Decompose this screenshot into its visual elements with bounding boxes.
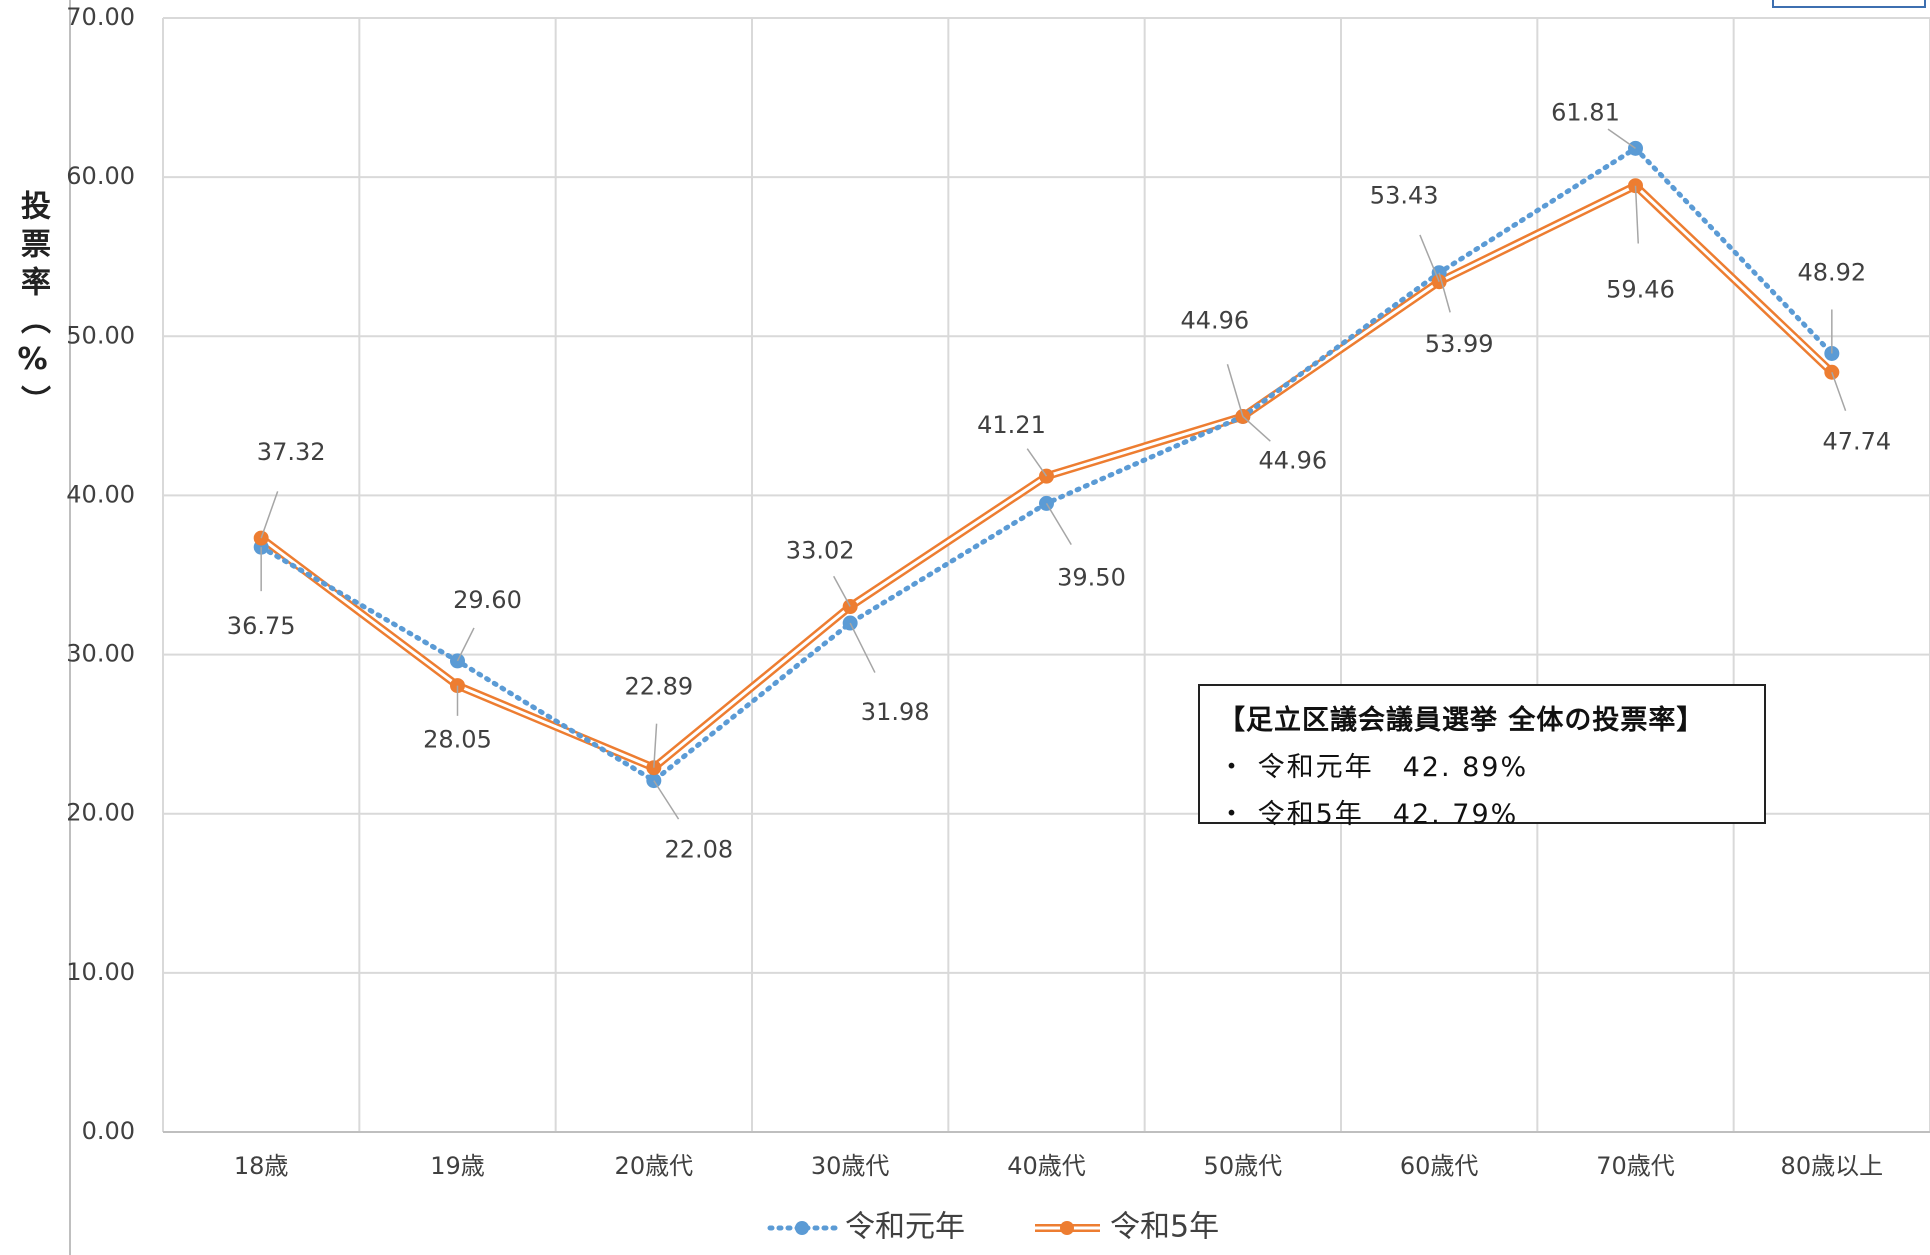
data-label-reiwa-5: 22.89 xyxy=(624,673,693,701)
x-tick-label: 60歳代 xyxy=(1400,1152,1479,1180)
data-label-reiwa-5: 28.05 xyxy=(423,726,492,754)
x-tick-label: 50歳代 xyxy=(1204,1152,1283,1180)
y-tick-label: 50.00 xyxy=(66,321,135,349)
leader-line-reiwa-gannen xyxy=(1242,415,1271,442)
legend-marker-reiwa-5 xyxy=(1060,1221,1074,1235)
leader-line-reiwa-gannen xyxy=(849,622,876,673)
x-tick-label: 80歳以上 xyxy=(1781,1152,1884,1180)
y-tick-label: 60.00 xyxy=(66,162,135,190)
data-label-reiwa-gannen: 31.98 xyxy=(861,698,930,726)
leader-line-reiwa-5 xyxy=(260,491,279,539)
leader-line-reiwa-gannen xyxy=(653,780,680,820)
y-tick-label: 0.00 xyxy=(82,1117,135,1145)
leader-line-reiwa-5 xyxy=(1831,371,1847,412)
leader-line-reiwa-5 xyxy=(653,723,658,768)
data-label-reiwa-5: 41.21 xyxy=(977,411,1046,439)
y-tick-label: 20.00 xyxy=(66,799,135,827)
x-tick-label: 19歳 xyxy=(430,1152,485,1180)
y-tick-label: 40.00 xyxy=(66,480,135,508)
y-axis-label: 投票率（%） xyxy=(15,190,50,423)
x-tick-label: 40歳代 xyxy=(1007,1152,1086,1180)
legend-marker-reiwa-gannen xyxy=(795,1221,809,1235)
leader-line-reiwa-gannen xyxy=(1438,272,1451,313)
y-tick-label: 30.00 xyxy=(66,640,135,668)
data-label-reiwa-gannen: 29.60 xyxy=(453,586,522,614)
legend-label-reiwa-5: 令和5年 xyxy=(1110,1210,1219,1245)
leader-line-reiwa-5 xyxy=(1226,364,1244,417)
turnout-summary-box: 【足立区議会議員選挙 全体の投票率】 ・ 令和元年 42. 89% ・ 令和5年… xyxy=(1198,684,1766,830)
data-label-reiwa-5: 37.32 xyxy=(257,438,326,466)
x-tick-label: 30歳代 xyxy=(811,1152,890,1180)
summary-title: 【足立区議会議員選挙 全体の投票率】 xyxy=(1218,705,1705,736)
data-label-reiwa-gannen: 22.08 xyxy=(664,836,733,864)
data-label-reiwa-gannen: 36.75 xyxy=(227,612,296,640)
y-tick-label: 70.00 xyxy=(66,3,135,31)
leader-line-reiwa-5 xyxy=(1026,448,1048,477)
data-label-reiwa-5: 59.46 xyxy=(1606,276,1675,304)
data-label-reiwa-gannen: 39.50 xyxy=(1057,563,1126,591)
data-label-reiwa-5: 44.96 xyxy=(1180,306,1249,334)
x-tick-label: 18歳 xyxy=(234,1152,289,1180)
data-label-reiwa-5: 53.43 xyxy=(1370,182,1439,210)
data-label-reiwa-gannen: 48.92 xyxy=(1797,258,1866,286)
summary-line-reiwa-5: ・ 令和5年 42. 79% xyxy=(1218,799,1519,830)
legend-label-reiwa-gannen: 令和元年 xyxy=(845,1210,965,1245)
data-label-reiwa-5: 33.02 xyxy=(786,537,855,565)
leader-line-reiwa-5 xyxy=(1634,185,1639,244)
summary-line-reiwa-gannen: ・ 令和元年 42. 89% xyxy=(1218,752,1529,783)
data-label-reiwa-gannen: 44.96 xyxy=(1258,446,1327,474)
data-label-reiwa-5: 47.74 xyxy=(1822,427,1891,455)
leader-line-reiwa-gannen xyxy=(1045,502,1072,546)
x-tick-label: 20歳代 xyxy=(615,1152,694,1180)
leader-line-reiwa-5 xyxy=(833,575,851,607)
corner-frame xyxy=(1772,0,1926,8)
x-tick-label: 70歳代 xyxy=(1596,1152,1675,1180)
y-tick-label: 10.00 xyxy=(66,958,135,986)
leader-line-reiwa-gannen xyxy=(1607,128,1636,149)
leader-line-reiwa-gannen xyxy=(456,627,475,662)
data-label-reiwa-gannen: 61.81 xyxy=(1551,98,1620,126)
leader-line-reiwa-5 xyxy=(1419,234,1440,282)
data-label-reiwa-gannen: 53.99 xyxy=(1425,330,1494,358)
